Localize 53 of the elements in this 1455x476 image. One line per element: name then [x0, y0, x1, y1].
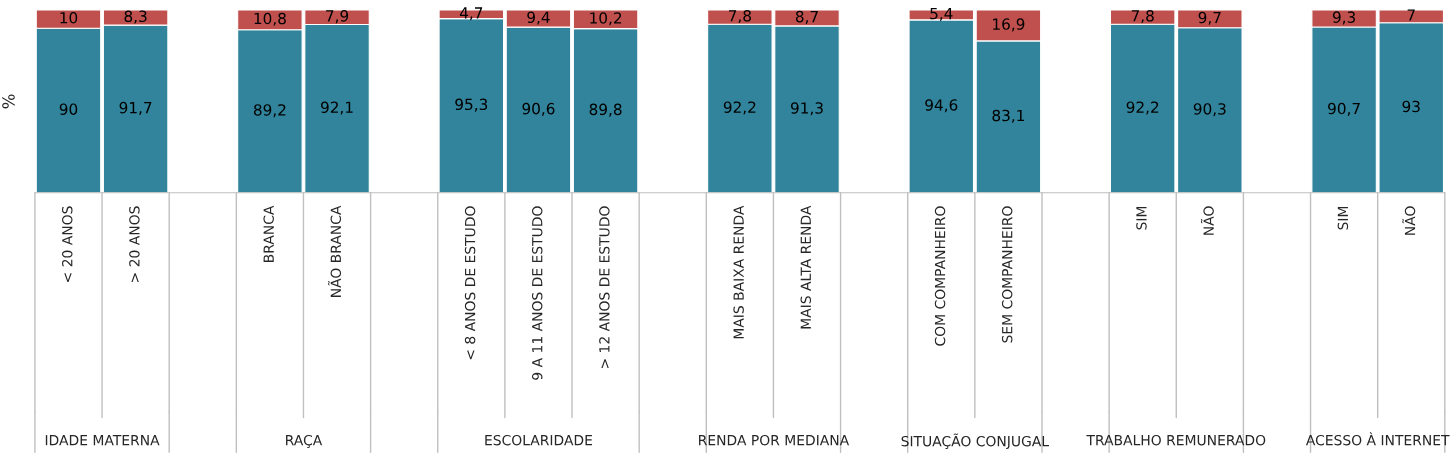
data-label: 94,6 [925, 99, 958, 113]
data-label: 93 [1402, 100, 1420, 113]
y-axis-title: % [2, 94, 15, 109]
data-label: 7 [1407, 9, 1415, 21]
text: IDADE MATERNA [45, 435, 160, 446]
x-tick-label: 9 A 11 ANOS DE ESTUDO [531, 206, 543, 380]
data-label: 92,2 [723, 101, 756, 115]
x-tick-label: SIM [1337, 206, 1349, 230]
x-tick-label: < 20 ANOS [62, 206, 73, 282]
x-tick-label: BRANCA [263, 205, 274, 262]
text: ACESSO À INTERNET [1305, 432, 1450, 446]
x-tick-label: MAIS ALTA RENDA [800, 205, 812, 329]
text: SITUAÇÃO CONJUGAL [901, 433, 1049, 450]
data-label: 4,7 [459, 7, 483, 21]
data-label: 10,2 [590, 12, 622, 26]
data-label: 10 [60, 12, 78, 24]
data-label: 83,1 [992, 109, 1025, 123]
data-label: 90,6 [522, 102, 555, 116]
data-label: 7,8 [728, 10, 751, 24]
text: RENDA POR MEDIANA [699, 434, 850, 446]
data-label: 90,3 [1193, 103, 1226, 117]
x-tick-label: NÃO [1402, 206, 1416, 235]
data-label: 89,8 [589, 103, 622, 117]
x-tick-label: > 12 ANOS DE ESTUDO [599, 206, 610, 369]
data-label: 7,9 [326, 10, 349, 24]
x-tick-label: MAIS BAIXA RENDA [733, 205, 744, 339]
text: TRABALHO REMUNERADO [1086, 434, 1266, 446]
data-label: 90,7 [1328, 102, 1360, 116]
data-label: 9,3 [1332, 11, 1356, 25]
data-label: 90 [59, 103, 78, 115]
data-label: 89,2 [253, 104, 286, 118]
data-label: 91,3 [790, 102, 823, 116]
data-label: 91,7 [119, 101, 152, 115]
x-tick-label: NÃO [1200, 206, 1214, 235]
data-label: 92,1 [320, 101, 353, 115]
text: ESCOLARIDADE [485, 434, 593, 446]
data-label: 95,3 [455, 98, 488, 112]
data-label: 8,7 [795, 10, 818, 24]
x-tick-label: < 8 ANOS DE ESTUDO [464, 206, 476, 360]
data-label: 8,3 [124, 10, 147, 24]
text: RAÇA [286, 434, 323, 448]
data-label: 5,4 [930, 8, 953, 21]
data-label: 9,4 [527, 11, 550, 25]
x-tick-label: > 20 ANOS [129, 206, 140, 282]
data-label: 10,8 [254, 12, 286, 26]
data-label: 16,9 [993, 18, 1025, 32]
data-label: 92,2 [1126, 101, 1159, 115]
data-label: 7,8 [1131, 10, 1154, 24]
x-tick-label: SIM [1136, 206, 1147, 230]
x-tick-label: SEM COMPANHEIRO [1001, 206, 1013, 343]
x-tick-label: NÃO BRANCA [328, 205, 342, 297]
x-tick-label: COM COMPANHEIRO [934, 206, 946, 346]
data-label: 9,7 [1198, 11, 1221, 25]
